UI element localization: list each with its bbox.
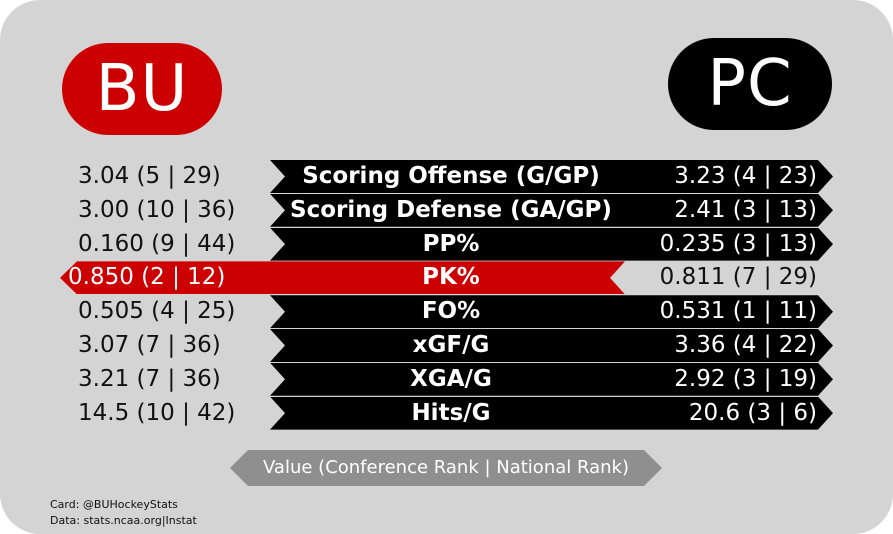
right-team-value: 0.811 (7 | 29): [659, 264, 817, 291]
stat-label: xGF/G: [412, 332, 490, 358]
stat-row: 14.5 (10 | 42) Hits/G 20.6 (3 | 6): [0, 396, 893, 430]
left-team-value: 3.07 (7 | 36): [78, 332, 221, 358]
right-team-value: 20.6 (3 | 6): [688, 399, 817, 426]
left-team-value: 3.04 (5 | 29): [78, 163, 221, 189]
left-team-value: 3.21 (7 | 36): [78, 365, 221, 392]
left-team-value: 0.850 (2 | 12): [68, 264, 226, 291]
stat-row: 0.160 (9 | 44) PP% 0.235 (3 | 13): [0, 227, 893, 261]
data-credit: Data: stats.ncaa.org|Instat: [50, 514, 197, 527]
right-leader-band: [270, 193, 833, 227]
right-leader-band: [270, 160, 833, 193]
stat-row: 0.505 (4 | 25) FO% 0.531 (1 | 11): [0, 294, 893, 329]
stat-row: 3.07 (7 | 36) xGF/G 3.36 (4 | 22): [0, 328, 893, 362]
legend-text: Value (Conference Rank | National Rank): [263, 457, 629, 478]
stat-row: 3.21 (7 | 36) XGA/G 2.92 (3 | 19): [0, 362, 893, 396]
right-team-value: 2.92 (3 | 19): [674, 365, 817, 392]
stat-label: FO%: [421, 298, 481, 325]
stat-label: PP%: [422, 230, 480, 257]
stat-label: PK%: [422, 264, 480, 291]
right-team-value: 2.41 (3 | 13): [674, 196, 817, 223]
right-team-value: 3.23 (4 | 23): [674, 163, 817, 189]
stat-label: Scoring Offense (G/GP): [302, 163, 600, 189]
right-leader-band: [270, 396, 833, 430]
team-badge-right: PC: [668, 38, 832, 130]
stat-label: Hits/G: [411, 399, 491, 426]
legend-arrow-shape: [230, 450, 662, 486]
stat-row: 0.850 (2 | 12) PK% 0.811 (7 | 29): [0, 260, 893, 295]
right-leader-band: [270, 227, 833, 261]
right-team-value: 0.531 (1 | 11): [659, 298, 817, 325]
right-leader-band: [270, 329, 833, 362]
card-credit: Card: @BUHockeyStats: [50, 498, 178, 511]
right-leader-band: [270, 362, 833, 396]
left-team-value: 0.505 (4 | 25): [78, 298, 236, 325]
left-leader-band: [60, 261, 625, 295]
team-badge-left: BU: [62, 43, 222, 135]
stat-label: XGA/G: [410, 365, 492, 392]
left-team-value: 14.5 (10 | 42): [78, 399, 236, 426]
right-team-value: 3.36 (4 | 22): [674, 332, 817, 358]
stat-row: 3.04 (5 | 29) Scoring Offense (G/GP) 3.23 …: [0, 159, 893, 193]
right-leader-band: [270, 295, 833, 329]
left-team-value: 3.00 (10 | 36): [78, 196, 236, 223]
left-team-value: 0.160 (9 | 44): [78, 230, 236, 257]
stat-row: 3.00 (10 | 36) Scoring Defense (GA/GP) 2.4…: [0, 193, 893, 227]
right-team-value: 0.235 (3 | 13): [659, 230, 817, 257]
stat-label: Scoring Defense (GA/GP): [290, 196, 612, 223]
